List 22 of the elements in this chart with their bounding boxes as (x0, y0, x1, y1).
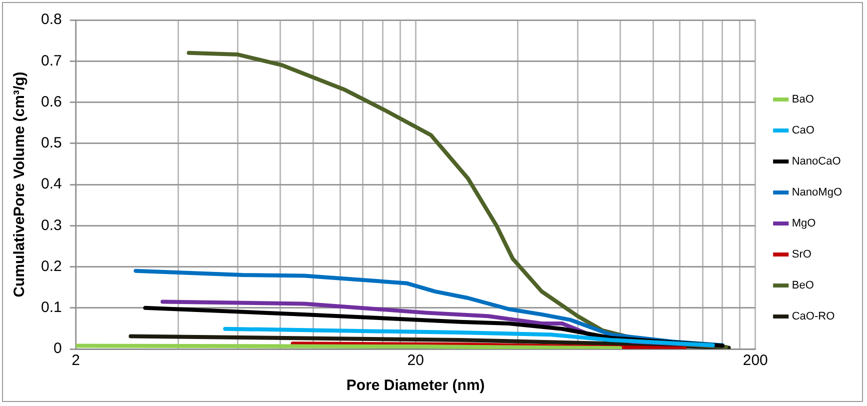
legend-label: CaO (792, 124, 815, 137)
y-tick-label: 0.7 (40, 52, 62, 70)
y-tick-label: 0.3 (40, 216, 62, 234)
legend-label: NanoCaO (792, 156, 842, 168)
y-tick-label: 0.1 (40, 299, 62, 316)
y-tick-label: 0.2 (40, 258, 62, 275)
x-tick-label: 20 (407, 352, 424, 370)
legend-label: MgO (792, 218, 816, 230)
y-axis-title: CumulativePore Volume (cm³/g) (11, 72, 28, 298)
x-tick-label: 200 (742, 352, 768, 370)
y-tick-label: 0.6 (40, 93, 62, 110)
legend-label: SrO (792, 248, 812, 261)
x-axis-title: Pore Diameter (nm) (346, 377, 485, 394)
y-tick-label: 0.8 (40, 11, 62, 28)
legend-label: CaO-RO (792, 310, 836, 323)
y-tick-label: 0.4 (40, 176, 62, 193)
y-tick-label: 0.5 (40, 134, 62, 152)
x-tick-label: 2 (72, 352, 80, 370)
legend-label: BaO (792, 94, 814, 106)
legend-label: BeO (792, 280, 814, 292)
y-tick-label: 0 (54, 340, 62, 358)
legend-label: NanoMgO (792, 186, 842, 199)
